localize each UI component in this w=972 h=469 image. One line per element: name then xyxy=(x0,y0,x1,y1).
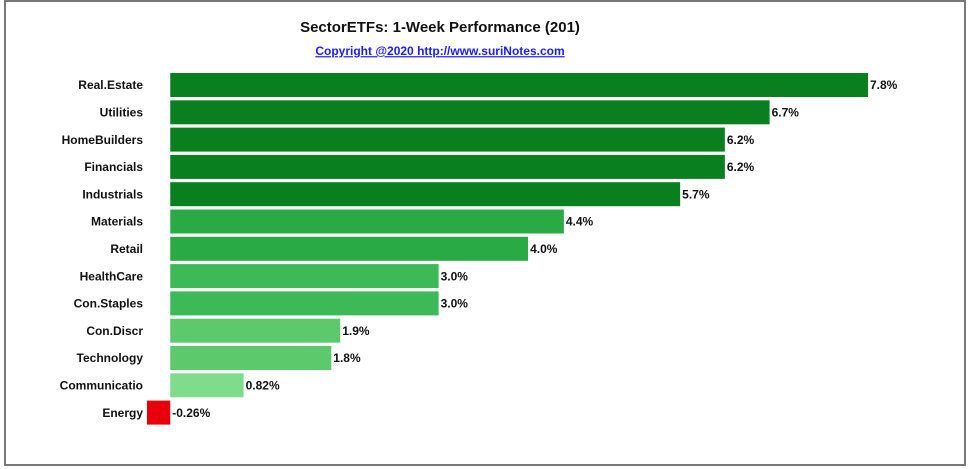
chart-title: SectorETFs: 1-Week Performance (201) xyxy=(300,19,580,36)
value-label: 7.8% xyxy=(870,78,898,92)
category-label: Energy xyxy=(102,406,143,420)
bar xyxy=(147,400,171,425)
category-label: Financials xyxy=(84,160,143,174)
category-label: Utilities xyxy=(100,105,144,119)
value-label: 4.0% xyxy=(530,242,558,256)
value-label: 1.8% xyxy=(333,351,361,365)
bar xyxy=(170,73,869,97)
category-label: Con.Staples xyxy=(74,297,144,311)
bar xyxy=(170,318,341,343)
value-label: 3.0% xyxy=(441,269,469,283)
value-label: 6.2% xyxy=(727,160,755,174)
category-label: Technology xyxy=(77,351,144,365)
value-label: 3.0% xyxy=(441,297,469,311)
value-label: 4.4% xyxy=(566,215,594,229)
bar xyxy=(170,100,770,125)
value-label: 6.7% xyxy=(772,105,800,119)
bar xyxy=(170,236,529,261)
bar xyxy=(170,346,332,370)
bar xyxy=(170,264,439,289)
bar xyxy=(170,373,244,398)
category-label: Industrials xyxy=(82,187,143,201)
category-label: Materials xyxy=(91,215,143,229)
category-label: Con.Discr xyxy=(86,324,143,338)
category-label: HealthCare xyxy=(80,269,144,283)
bar xyxy=(170,182,681,207)
bar xyxy=(170,127,725,152)
value-label: 1.9% xyxy=(342,324,370,338)
chart-subtitle[interactable]: Copyright @2020 http://www.suriNotes.com xyxy=(315,44,564,58)
category-label: HomeBuilders xyxy=(62,133,144,147)
bar xyxy=(170,209,564,234)
category-label: Real.Estate xyxy=(78,78,143,92)
value-label: 5.7% xyxy=(682,187,710,201)
bar xyxy=(170,154,725,179)
value-label: 6.2% xyxy=(727,133,755,147)
bar xyxy=(170,291,439,316)
value-label: -0.26% xyxy=(172,406,210,420)
category-label: Communicatio xyxy=(60,378,143,392)
category-label: Retail xyxy=(110,242,143,256)
value-label: 0.82% xyxy=(246,378,280,392)
